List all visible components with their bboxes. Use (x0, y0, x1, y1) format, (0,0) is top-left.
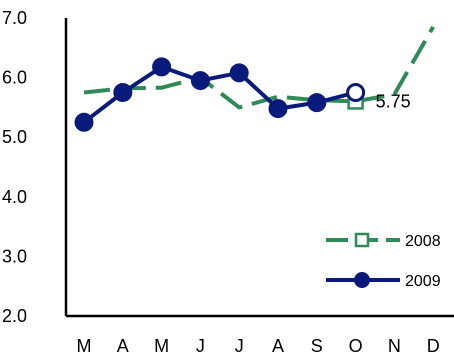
x-tick-label: S (311, 336, 323, 356)
data-label: 5.75 (376, 92, 411, 112)
series-2009 (74, 57, 366, 132)
legend-item-2009: 2009 (326, 272, 441, 290)
y-tick-label: 5.0 (2, 127, 27, 147)
x-tick-label: M (154, 336, 169, 356)
series-line-2008 (83, 25, 435, 110)
data-point-2009 (229, 63, 249, 83)
legend-item-2008: 2008 (326, 232, 441, 250)
x-tick-label: J (235, 336, 244, 356)
annotations: 5.75 (376, 92, 411, 112)
x-tick-label: A (272, 336, 284, 356)
x-tick-label: M (77, 336, 92, 356)
x-tick-label: N (388, 336, 401, 356)
x-tick-label: O (349, 336, 363, 356)
axes (64, 18, 454, 318)
legend-label: 2009 (405, 273, 441, 290)
legend-marker-2009 (354, 272, 370, 288)
y-tick-label: 4.0 (2, 187, 27, 207)
legend: 2008 2009 (326, 232, 441, 290)
tick-labels: 2.0 3.0 4.0 5.0 6.0 7.0 M A M J J A S O N D (2, 8, 440, 356)
series-group (74, 25, 435, 132)
data-point-2009 (307, 93, 327, 113)
y-tick-label: 6.0 (2, 68, 27, 88)
legend-marker-2008 (354, 232, 370, 248)
x-tick-label: J (196, 336, 205, 356)
data-point-2009 (190, 71, 210, 91)
x-tick-label: A (117, 336, 129, 356)
y-tick-label: 7.0 (2, 8, 27, 28)
y-tick-label: 3.0 (2, 246, 27, 266)
data-point-2009 (268, 99, 288, 119)
data-point-2009 (152, 57, 172, 77)
legend-label: 2008 (405, 233, 441, 250)
data-point-2009 (74, 112, 94, 132)
x-tick-label: D (427, 336, 440, 356)
data-point-2009 (113, 83, 133, 102)
y-tick-label: 2.0 (2, 306, 27, 326)
data-point-2009 (346, 83, 366, 102)
